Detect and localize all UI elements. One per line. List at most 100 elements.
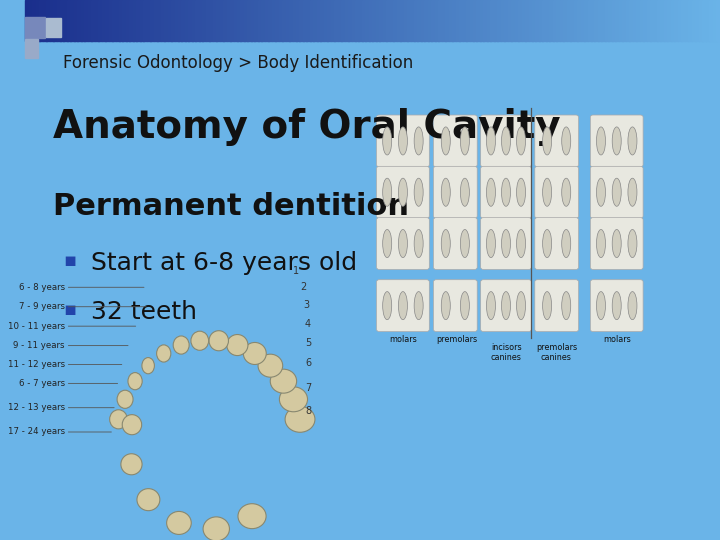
Text: 12 - 13 years: 12 - 13 years xyxy=(8,403,65,412)
Text: 7 - 9 years: 7 - 9 years xyxy=(19,302,65,311)
Bar xyxy=(161,0,165,40)
Bar xyxy=(504,0,508,40)
Bar xyxy=(608,0,613,40)
Ellipse shape xyxy=(502,230,510,258)
Ellipse shape xyxy=(516,178,526,206)
Bar xyxy=(296,0,300,40)
Text: 8: 8 xyxy=(305,407,311,416)
Bar xyxy=(334,0,338,40)
Ellipse shape xyxy=(122,415,142,435)
Bar xyxy=(559,0,564,40)
Bar xyxy=(25,17,45,38)
Bar xyxy=(424,0,428,40)
Bar xyxy=(598,0,602,40)
FancyBboxPatch shape xyxy=(590,218,643,269)
Bar xyxy=(136,0,140,40)
FancyBboxPatch shape xyxy=(433,115,477,167)
Text: Anatomy of Oral Cavity: Anatomy of Oral Cavity xyxy=(53,108,561,146)
Text: 9 - 11 years: 9 - 11 years xyxy=(14,341,65,350)
Bar xyxy=(140,0,144,40)
Ellipse shape xyxy=(562,178,571,206)
FancyBboxPatch shape xyxy=(377,218,429,269)
Bar xyxy=(473,0,477,40)
Bar xyxy=(313,0,318,40)
FancyBboxPatch shape xyxy=(377,280,429,332)
Text: 6 - 7 years: 6 - 7 years xyxy=(19,379,65,388)
Bar xyxy=(483,0,487,40)
Ellipse shape xyxy=(628,292,637,320)
Bar xyxy=(119,0,123,40)
Bar xyxy=(91,0,96,40)
Bar xyxy=(248,0,251,40)
Ellipse shape xyxy=(166,511,192,535)
Bar xyxy=(105,0,109,40)
Ellipse shape xyxy=(441,292,450,320)
Bar xyxy=(67,0,71,40)
Bar xyxy=(695,0,699,40)
Bar xyxy=(706,0,710,40)
Bar xyxy=(181,0,186,40)
Bar xyxy=(525,0,529,40)
Bar xyxy=(428,0,432,40)
Bar xyxy=(477,0,481,40)
Ellipse shape xyxy=(543,292,552,320)
Ellipse shape xyxy=(270,369,297,393)
Bar xyxy=(366,0,369,40)
Bar xyxy=(622,0,626,40)
Bar xyxy=(654,0,657,40)
Bar xyxy=(410,0,415,40)
Text: 17 - 24 years: 17 - 24 years xyxy=(8,428,65,436)
Bar xyxy=(307,0,310,40)
Bar xyxy=(122,0,127,40)
Bar xyxy=(216,0,220,40)
Bar xyxy=(591,0,595,40)
Ellipse shape xyxy=(543,178,552,206)
Bar xyxy=(265,0,269,40)
Text: 6: 6 xyxy=(305,358,311,368)
Bar xyxy=(223,0,228,40)
Bar xyxy=(685,0,689,40)
Bar xyxy=(63,0,68,40)
Bar xyxy=(164,0,168,40)
Bar xyxy=(84,0,89,40)
Bar xyxy=(487,0,491,40)
FancyBboxPatch shape xyxy=(433,166,477,218)
Ellipse shape xyxy=(414,127,423,155)
Text: ▪: ▪ xyxy=(63,251,77,270)
Bar xyxy=(667,0,672,40)
Bar xyxy=(563,0,567,40)
Bar xyxy=(521,0,526,40)
Ellipse shape xyxy=(382,292,392,320)
Text: incisors
canines: incisors canines xyxy=(491,343,522,362)
Bar xyxy=(185,0,189,40)
Bar xyxy=(713,0,716,40)
Bar xyxy=(542,0,546,40)
Bar xyxy=(435,0,439,40)
Bar xyxy=(126,0,130,40)
Bar xyxy=(150,0,154,40)
Bar xyxy=(643,0,647,40)
Bar xyxy=(60,0,64,40)
Ellipse shape xyxy=(258,354,283,377)
Ellipse shape xyxy=(157,345,171,362)
Ellipse shape xyxy=(227,334,248,355)
Ellipse shape xyxy=(174,336,189,354)
Text: 10 - 11 years: 10 - 11 years xyxy=(8,322,65,330)
Ellipse shape xyxy=(128,373,142,390)
Bar xyxy=(254,0,258,40)
Bar xyxy=(580,0,585,40)
Bar xyxy=(650,0,654,40)
Ellipse shape xyxy=(628,230,637,258)
Bar xyxy=(303,0,307,40)
Bar xyxy=(174,0,179,40)
Bar xyxy=(310,0,314,40)
Bar xyxy=(601,0,606,40)
Bar xyxy=(584,0,588,40)
Ellipse shape xyxy=(516,292,526,320)
Ellipse shape xyxy=(596,178,606,206)
Bar xyxy=(539,0,543,40)
Ellipse shape xyxy=(398,127,408,155)
Bar xyxy=(292,0,297,40)
Bar xyxy=(463,0,467,40)
Ellipse shape xyxy=(382,178,392,206)
